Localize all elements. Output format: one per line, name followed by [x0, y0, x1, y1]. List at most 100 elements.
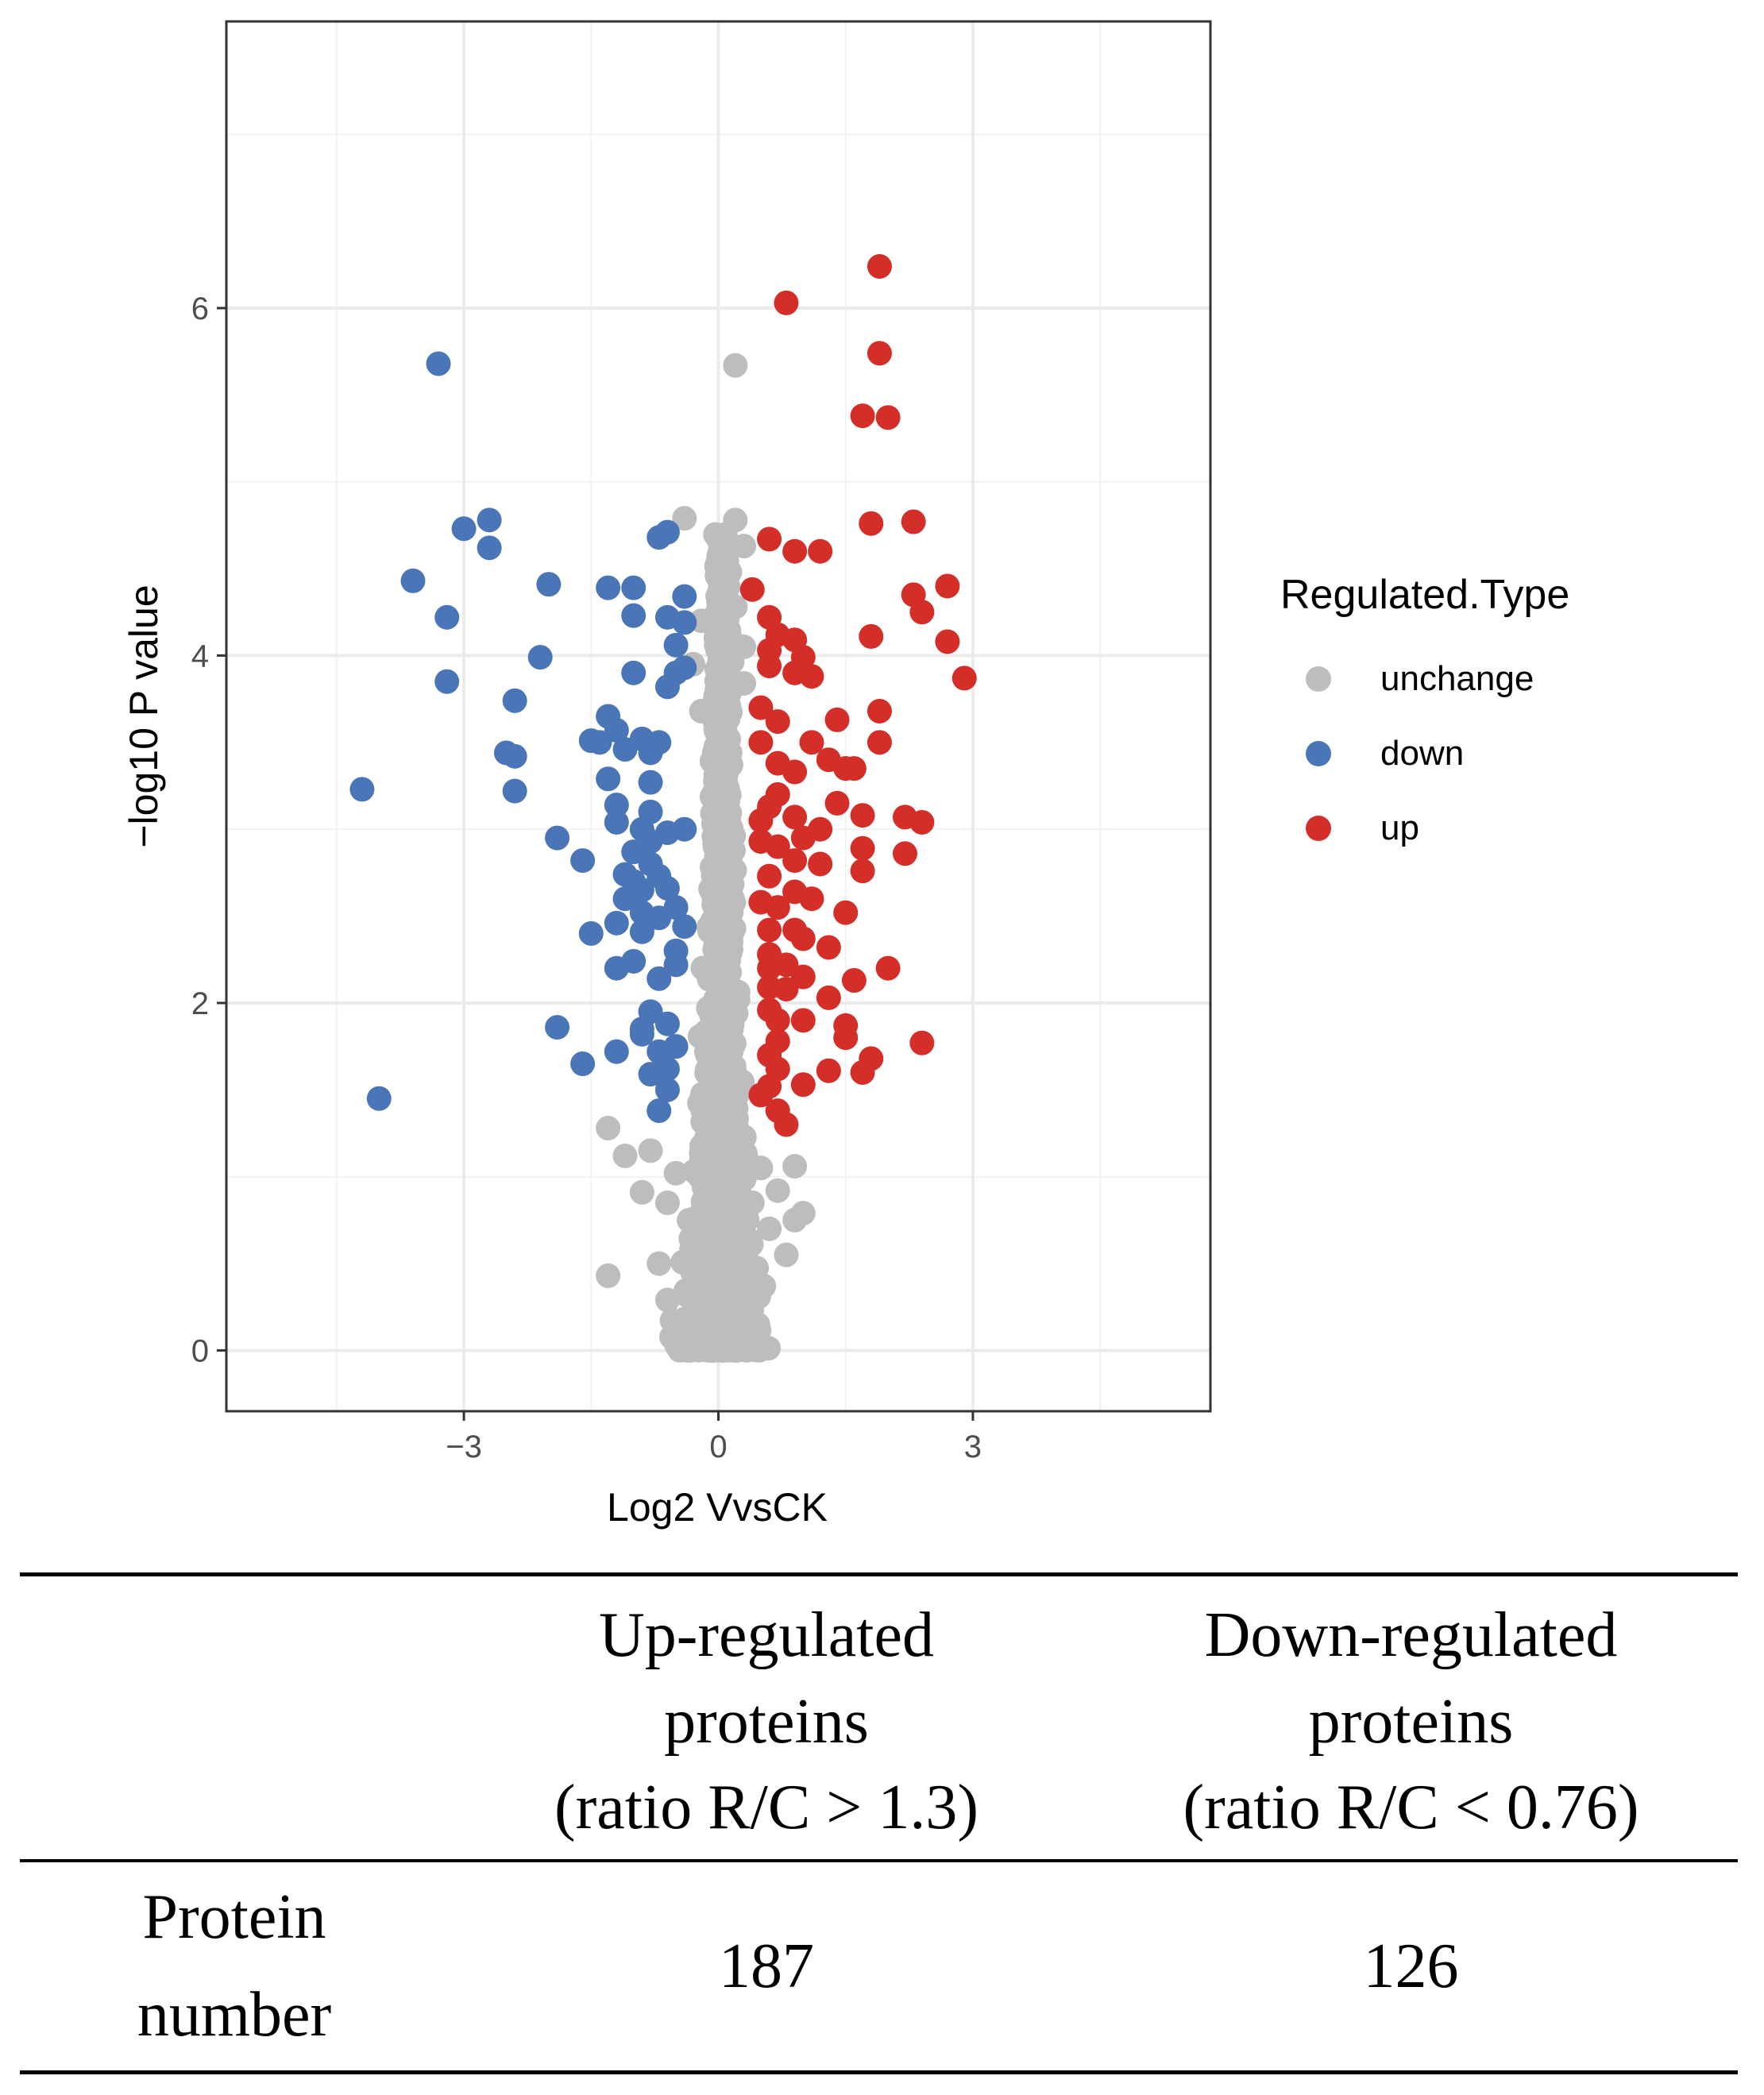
point-down — [502, 688, 527, 713]
point-down — [502, 778, 527, 804]
point-up — [850, 403, 875, 429]
axes: −3 0 3 0 2 4 6 — [191, 291, 982, 1464]
point-down — [629, 1017, 654, 1042]
point-up — [824, 790, 850, 816]
point-down — [654, 1011, 680, 1036]
point-up — [875, 405, 901, 430]
point-down — [621, 948, 647, 974]
point-unchange — [667, 1337, 693, 1363]
point-down — [672, 914, 697, 939]
point-up — [901, 509, 926, 534]
point-down — [570, 1051, 596, 1076]
point-down — [400, 568, 426, 593]
point-down — [672, 655, 697, 681]
point-unchange — [696, 914, 721, 939]
point-unchange — [712, 995, 738, 1020]
point-down — [604, 910, 629, 936]
point-down — [629, 919, 654, 944]
point-down — [477, 507, 502, 533]
header-up-line1: Up-regulated — [598, 1599, 935, 1670]
point-down — [663, 1034, 689, 1059]
point-up — [739, 577, 765, 602]
point-down — [596, 766, 621, 792]
point-up — [833, 900, 859, 925]
point-unchange — [654, 1190, 680, 1215]
point-unchange — [731, 635, 757, 659]
point-unchange — [629, 1179, 654, 1205]
point-unchange — [693, 1019, 719, 1044]
point-down — [647, 966, 672, 991]
point-unchange — [710, 529, 735, 554]
point-up — [808, 538, 833, 564]
point-down — [536, 572, 562, 597]
point-up — [765, 834, 790, 859]
point-up — [748, 730, 774, 755]
point-up — [765, 781, 790, 807]
point-up — [765, 895, 790, 920]
table-header-row: Up-regulated proteins (ratio R/C > 1.3) … — [20, 1574, 1738, 1862]
point-unchange — [718, 1306, 743, 1331]
point-down — [638, 770, 663, 795]
header-up-regulated: Up-regulated proteins (ratio R/C > 1.3) — [449, 1575, 1084, 1862]
point-up — [859, 511, 884, 536]
point-up — [816, 1058, 841, 1083]
point-up — [799, 730, 824, 755]
point-down — [621, 660, 647, 685]
point-unchange — [733, 1141, 758, 1167]
point-down — [477, 535, 502, 561]
point-down — [545, 825, 570, 851]
volcano-plot: −3 0 3 0 2 4 6 Log2 VvsCK −log10 P value Regul… — [122, 20, 1569, 1530]
point-up — [850, 858, 875, 884]
series-up — [739, 253, 977, 1137]
point-unchange — [701, 1135, 726, 1160]
point-unchange — [696, 1335, 721, 1360]
y-tick-label: 2 — [191, 986, 209, 1021]
point-down — [638, 829, 663, 854]
point-unchange — [714, 681, 739, 707]
point-down — [654, 1056, 680, 1082]
header-down-line3: (ratio R/C < 0.76) — [1183, 1773, 1639, 1843]
table-row: Protein number 187 126 — [20, 1861, 1738, 2073]
point-unchange — [774, 1242, 799, 1267]
point-down — [366, 1086, 392, 1111]
point-up — [790, 964, 816, 990]
point-up — [935, 573, 960, 599]
point-up — [748, 1082, 774, 1108]
header-down-line2: proteins — [1308, 1686, 1514, 1757]
point-up — [909, 809, 935, 835]
legend-key-down — [1306, 741, 1331, 766]
point-unchange — [704, 874, 729, 899]
point-unchange — [596, 1115, 621, 1140]
point-unchange — [638, 1138, 663, 1163]
point-unchange — [745, 1334, 770, 1360]
point-down — [621, 575, 647, 600]
point-unchange — [706, 1080, 731, 1105]
header-down-line1: Down-regulated — [1204, 1599, 1618, 1670]
point-unchange — [711, 758, 736, 783]
point-down — [647, 1098, 672, 1124]
up-count-cell: 187 — [719, 1931, 814, 2001]
point-unchange — [596, 1263, 621, 1288]
point-up — [765, 709, 790, 735]
point-down — [493, 740, 519, 766]
point-unchange — [731, 534, 757, 559]
point-down — [672, 816, 697, 842]
point-up — [757, 654, 782, 679]
point-down — [654, 1077, 680, 1102]
legend-title: Regulated.Type — [1280, 572, 1569, 618]
point-unchange — [765, 1178, 790, 1203]
point-unchange — [669, 1308, 694, 1333]
point-up — [774, 976, 799, 1001]
point-up — [833, 1025, 859, 1051]
header-down-regulated: Down-regulated proteins (ratio R/C < 0.7… — [1084, 1575, 1738, 1862]
header-up-line2: proteins — [664, 1686, 869, 1757]
point-up — [782, 804, 808, 830]
point-unchange — [748, 1156, 774, 1181]
point-down — [621, 869, 647, 894]
point-up — [816, 935, 841, 960]
point-unchange — [689, 698, 714, 723]
point-unchange — [663, 1160, 689, 1186]
point-up — [859, 623, 884, 649]
point-unchange — [672, 506, 697, 531]
point-down — [570, 848, 596, 874]
